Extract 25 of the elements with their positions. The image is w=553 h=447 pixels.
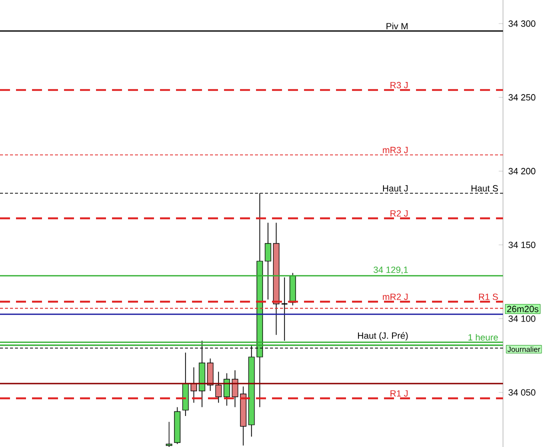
candlestick (207, 358, 214, 392)
y-tick-label: 34 150 (508, 242, 536, 248)
ref-line-label: R2 J (390, 210, 408, 217)
y-tick-label: 34 300 (508, 20, 536, 27)
y-tick-label: 34 200 (508, 168, 536, 174)
candlestick (166, 422, 172, 447)
ref-line-label: Piv M (386, 22, 408, 30)
ref-line-label: 34 129,1 (374, 266, 408, 274)
annotation: Haut S (472, 185, 498, 192)
ref-line-label: Haut J (383, 185, 408, 192)
ref-line-label: R1 S (479, 294, 498, 300)
y-tick-label: 34 100 (508, 315, 536, 322)
ref-line-label: 1 heure (468, 334, 498, 341)
candlestick (264, 222, 272, 300)
candlestick (224, 372, 230, 406)
ref-line-label: Haut (J. Pré) (358, 332, 408, 341)
ref-line-label: mR3 J (382, 146, 408, 154)
ref-line-label: R1 J (390, 390, 408, 397)
ref-line-label: R3 J (390, 82, 408, 88)
y-tick-label: 34 250 (508, 94, 536, 101)
y-tick-label: 34 050 (508, 389, 536, 396)
candlestick (190, 366, 197, 404)
text: 26m20s (507, 306, 538, 312)
ref-line-label: mR2 J (382, 294, 408, 300)
candlestick (215, 371, 222, 404)
